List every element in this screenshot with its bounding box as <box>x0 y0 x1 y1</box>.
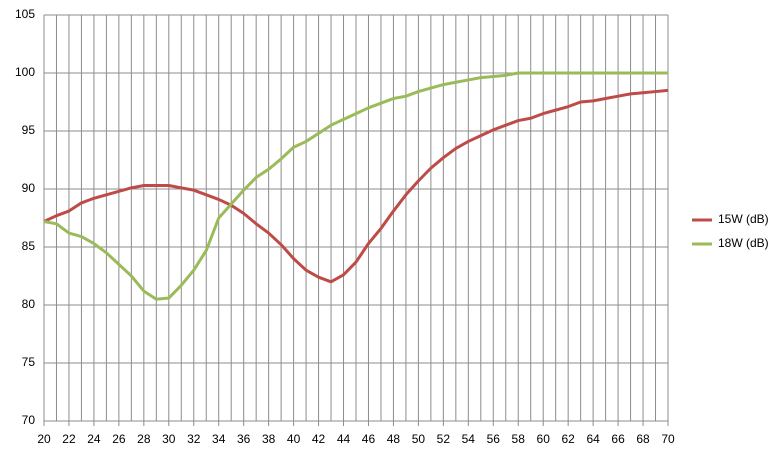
x-tick-label: 38 <box>262 432 276 446</box>
x-tick-label: 32 <box>187 432 201 446</box>
x-tick-label: 70 <box>661 432 675 446</box>
y-tick-label: 95 <box>22 123 36 137</box>
x-tick-label: 36 <box>237 432 251 446</box>
x-tick-label: 44 <box>337 432 351 446</box>
y-tick-label: 105 <box>15 7 35 21</box>
x-tick-label: 66 <box>611 432 625 446</box>
legend-label: 15W (dB) <box>718 212 769 226</box>
x-tick-label: 62 <box>561 432 575 446</box>
x-tick-label: 42 <box>312 432 326 446</box>
y-tick-label: 75 <box>22 355 36 369</box>
x-tick-label: 46 <box>362 432 376 446</box>
x-tick-label: 50 <box>412 432 426 446</box>
x-tick-label: 56 <box>487 432 501 446</box>
legend-label: 18W (dB) <box>718 236 769 250</box>
x-tick-label: 64 <box>586 432 600 446</box>
x-tick-label: 60 <box>537 432 551 446</box>
x-tick-label: 34 <box>212 432 226 446</box>
series-line <box>43 88 669 284</box>
x-tick-label: 58 <box>512 432 526 446</box>
y-tick-label: 70 <box>22 413 36 427</box>
x-tick-label: 54 <box>462 432 476 446</box>
x-tick-label: 30 <box>162 432 176 446</box>
series-line <box>43 71 668 301</box>
x-tick-label: 24 <box>87 432 101 446</box>
x-tick-label: 22 <box>62 432 76 446</box>
y-tick-label: 90 <box>22 181 36 195</box>
x-tick-label: 68 <box>636 432 650 446</box>
y-tick-label: 100 <box>15 65 35 79</box>
x-tick-label: 52 <box>437 432 451 446</box>
y-tick-label: 85 <box>22 239 36 253</box>
x-tick-label: 20 <box>37 432 51 446</box>
x-tick-label: 26 <box>112 432 126 446</box>
x-tick-label: 28 <box>137 432 151 446</box>
x-tick-label: 48 <box>387 432 401 446</box>
y-tick-label: 80 <box>22 297 36 311</box>
x-tick-label: 40 <box>287 432 301 446</box>
